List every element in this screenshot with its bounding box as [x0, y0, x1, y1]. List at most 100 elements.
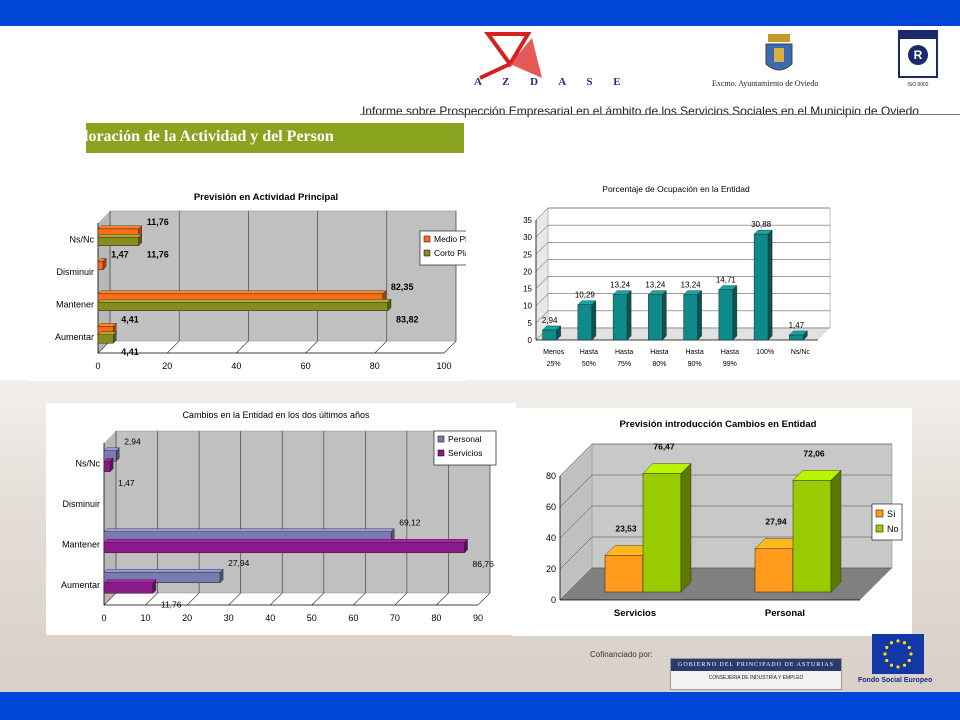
chart-side-wall — [98, 211, 110, 353]
bar-side-face — [102, 257, 107, 271]
chart-title: Cambios en la Entidad en los dos últimos… — [182, 410, 370, 420]
bar-side-face — [697, 290, 702, 341]
category-label: Mantener — [56, 299, 94, 309]
legend-swatch — [437, 435, 445, 443]
x-tick-label: 20 — [162, 361, 172, 371]
data-label: 69,12 — [399, 518, 421, 528]
category-label: Ns/Nc — [76, 458, 101, 468]
gridline-floor — [436, 592, 449, 606]
gridline-side — [535, 207, 549, 221]
category-label: Hasta — [685, 349, 703, 356]
data-label: 13,24 — [681, 281, 702, 290]
chart-title: Previsión en Actividad Principal — [194, 192, 338, 203]
bar-top-face — [103, 539, 469, 543]
legend-box — [433, 430, 497, 466]
legend-label: Personal — [448, 434, 482, 444]
bar — [103, 542, 465, 554]
bar-top-face — [97, 290, 387, 295]
category-label: Personal — [765, 608, 805, 619]
y-tick-label: 15 — [523, 285, 532, 294]
gridline-floor — [228, 592, 241, 606]
data-label: 30,88 — [751, 220, 772, 229]
azdase-brand: A Z D A S E — [474, 76, 630, 88]
bar-side-face — [680, 462, 692, 593]
gridline-side — [559, 536, 593, 570]
bar — [718, 289, 734, 341]
gridline-floor — [270, 592, 283, 606]
data-label: 13,24 — [610, 281, 631, 290]
legend-label: Sí — [887, 509, 896, 519]
chart-cambios-entidad: Cambios en la Entidad en los dos últimos… — [61, 410, 497, 623]
eu-star — [889, 641, 894, 645]
x-tick-label: 40 — [265, 613, 275, 623]
gobierno-label: GOBIERNO DEL PRINCIPADO DE ASTURIAS — [671, 659, 841, 671]
eu-star — [902, 641, 907, 645]
category-label: Disminuir — [56, 267, 94, 277]
y-tick-label: 80 — [546, 471, 556, 481]
eu-stars — [883, 639, 913, 669]
chart-porcentaje-ocupacion: Porcentaje de Ocupación en la Entidad 0 5 1… — [523, 184, 831, 368]
bar-side-face — [113, 331, 117, 344]
gridline-side — [535, 224, 549, 238]
y-tick-label: 5 — [528, 319, 533, 328]
chart-title: Porcentaje de Ocupación en la Entidad — [602, 184, 750, 194]
legend-swatch — [423, 235, 431, 243]
x-tick-label: 10 — [141, 613, 151, 623]
bar-side-face — [830, 469, 842, 593]
category-label: Servicios — [614, 608, 656, 619]
data-label: 2,94 — [542, 316, 558, 325]
gridline-side — [559, 474, 593, 508]
legend: Sí No — [871, 503, 903, 541]
bar — [612, 294, 628, 341]
legend-swatch — [875, 509, 884, 518]
eu-star — [889, 663, 894, 667]
eu-star — [896, 639, 900, 643]
data-label: 11,76 — [161, 599, 182, 609]
eu-star — [883, 652, 887, 656]
data-label: 27,94 — [765, 517, 787, 527]
gridline-floor — [443, 340, 457, 354]
x-tick-label: 80 — [370, 361, 380, 371]
y-tick-label: 35 — [523, 216, 532, 225]
gridline-floor — [166, 340, 180, 354]
gobierno-logo: GOBIERNO DEL PRINCIPADO DE ASTURIAS CONS… — [670, 658, 842, 690]
bar-side-face — [152, 579, 157, 594]
category-label: Aumentar — [55, 332, 94, 342]
bar — [97, 261, 104, 271]
y-tick-label: 20 — [546, 564, 556, 574]
eu-flag-icon — [872, 634, 924, 674]
y-tick-label: 10 — [523, 302, 532, 311]
legend-swatch — [437, 449, 445, 457]
bar — [103, 582, 154, 594]
category-label: Disminuir — [62, 499, 100, 509]
x-tick-label: 0 — [95, 361, 100, 371]
x-tick-label: 60 — [301, 361, 311, 371]
bar-side-face — [109, 457, 114, 473]
gridline-floor — [103, 592, 117, 606]
report-title-rule — [360, 114, 960, 115]
eu-star — [907, 645, 911, 650]
bar — [577, 304, 593, 341]
section-title-text: loración de la Actividad y del Person — [86, 128, 334, 145]
bar-side-face — [767, 229, 773, 341]
x-tick-label: 100 — [436, 361, 451, 371]
chart-prevision-cambios: Previsión introducción Cambios en Entida… — [546, 419, 903, 619]
bar-top-face — [103, 569, 224, 573]
gridline-floor — [311, 592, 324, 606]
x-tick-label: 0 — [101, 613, 106, 623]
category-label: Menos — [543, 349, 565, 356]
legend-label: Medio Plazo — [434, 234, 466, 244]
top-banner — [0, 0, 960, 26]
category-label: Aumentar — [61, 580, 100, 590]
bar-side-face — [732, 285, 738, 341]
gridline-side — [559, 567, 593, 601]
gridline-floor — [186, 592, 200, 606]
bar — [648, 294, 663, 341]
data-label: 13,24 — [645, 281, 666, 290]
gridline-floor — [394, 592, 408, 606]
eu-star — [909, 652, 913, 656]
eu-star — [885, 658, 889, 663]
data-label: 76,47 — [653, 441, 675, 451]
cofinanciado-label: Cofinanciado por: — [590, 650, 653, 659]
eu-star — [896, 665, 900, 669]
